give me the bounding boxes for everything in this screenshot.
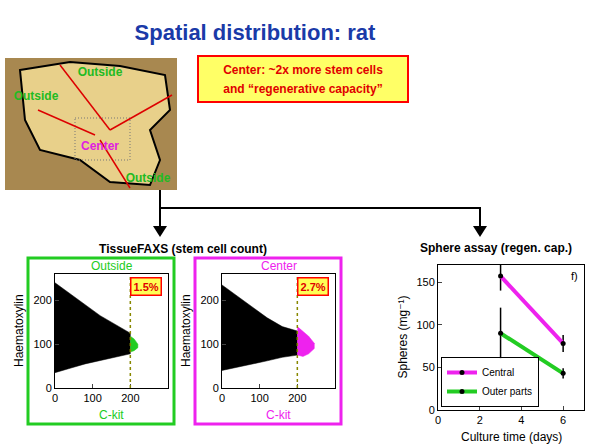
svg-text:150: 150 — [416, 276, 434, 288]
svg-text:100: 100 — [33, 338, 51, 350]
svg-text:0: 0 — [213, 382, 219, 394]
svg-text:C-kit: C-kit — [99, 408, 124, 422]
svg-text:Culture time (days): Culture time (days) — [461, 430, 562, 444]
svg-text:Outside: Outside — [78, 65, 123, 79]
svg-text:100: 100 — [250, 392, 268, 404]
svg-text:Outer parts: Outer parts — [482, 386, 532, 397]
svg-text:Central: Central — [482, 367, 514, 378]
svg-text:Sphere assay (regen. cap.): Sphere assay (regen. cap.) — [420, 241, 572, 255]
svg-text:0: 0 — [219, 392, 225, 404]
svg-text:50: 50 — [423, 361, 435, 373]
svg-text:1.5%: 1.5% — [134, 281, 159, 293]
svg-text:200: 200 — [33, 294, 51, 306]
svg-text:Outside: Outside — [126, 171, 171, 185]
svg-text:200: 200 — [288, 392, 306, 404]
svg-text:0: 0 — [46, 382, 52, 394]
svg-text:and “regenerative capacity”: and “regenerative capacity” — [223, 82, 382, 96]
svg-text:100: 100 — [416, 319, 434, 331]
svg-text:100: 100 — [200, 338, 218, 350]
svg-text:Haematoxylin: Haematoxylin — [179, 294, 193, 367]
svg-text:Spheres (mg⁻¹): Spheres (mg⁻¹) — [396, 295, 410, 378]
svg-text:200: 200 — [121, 392, 139, 404]
svg-text:0: 0 — [435, 414, 441, 426]
svg-text:Center: ~2x more stem cells: Center: ~2x more stem cells — [223, 63, 383, 77]
svg-text:0: 0 — [429, 404, 435, 416]
svg-text:100: 100 — [83, 392, 101, 404]
svg-text:C-kit: C-kit — [266, 408, 291, 422]
svg-text:TissueFAXS (stem cell count): TissueFAXS (stem cell count) — [99, 242, 267, 256]
svg-text:2: 2 — [477, 414, 483, 426]
svg-text:f): f) — [571, 270, 578, 282]
svg-text:Center: Center — [261, 259, 297, 273]
svg-text:6: 6 — [560, 414, 566, 426]
svg-text:Spatial distribution: rat: Spatial distribution: rat — [135, 20, 376, 45]
svg-text:Center: Center — [81, 139, 119, 153]
svg-text:Outside: Outside — [14, 89, 59, 103]
svg-text:4: 4 — [518, 414, 524, 426]
svg-text:0: 0 — [52, 392, 58, 404]
svg-text:200: 200 — [200, 294, 218, 306]
svg-text:2.7%: 2.7% — [301, 281, 326, 293]
svg-text:Outside: Outside — [91, 259, 133, 273]
svg-text:Haematoxylin: Haematoxylin — [12, 294, 26, 367]
